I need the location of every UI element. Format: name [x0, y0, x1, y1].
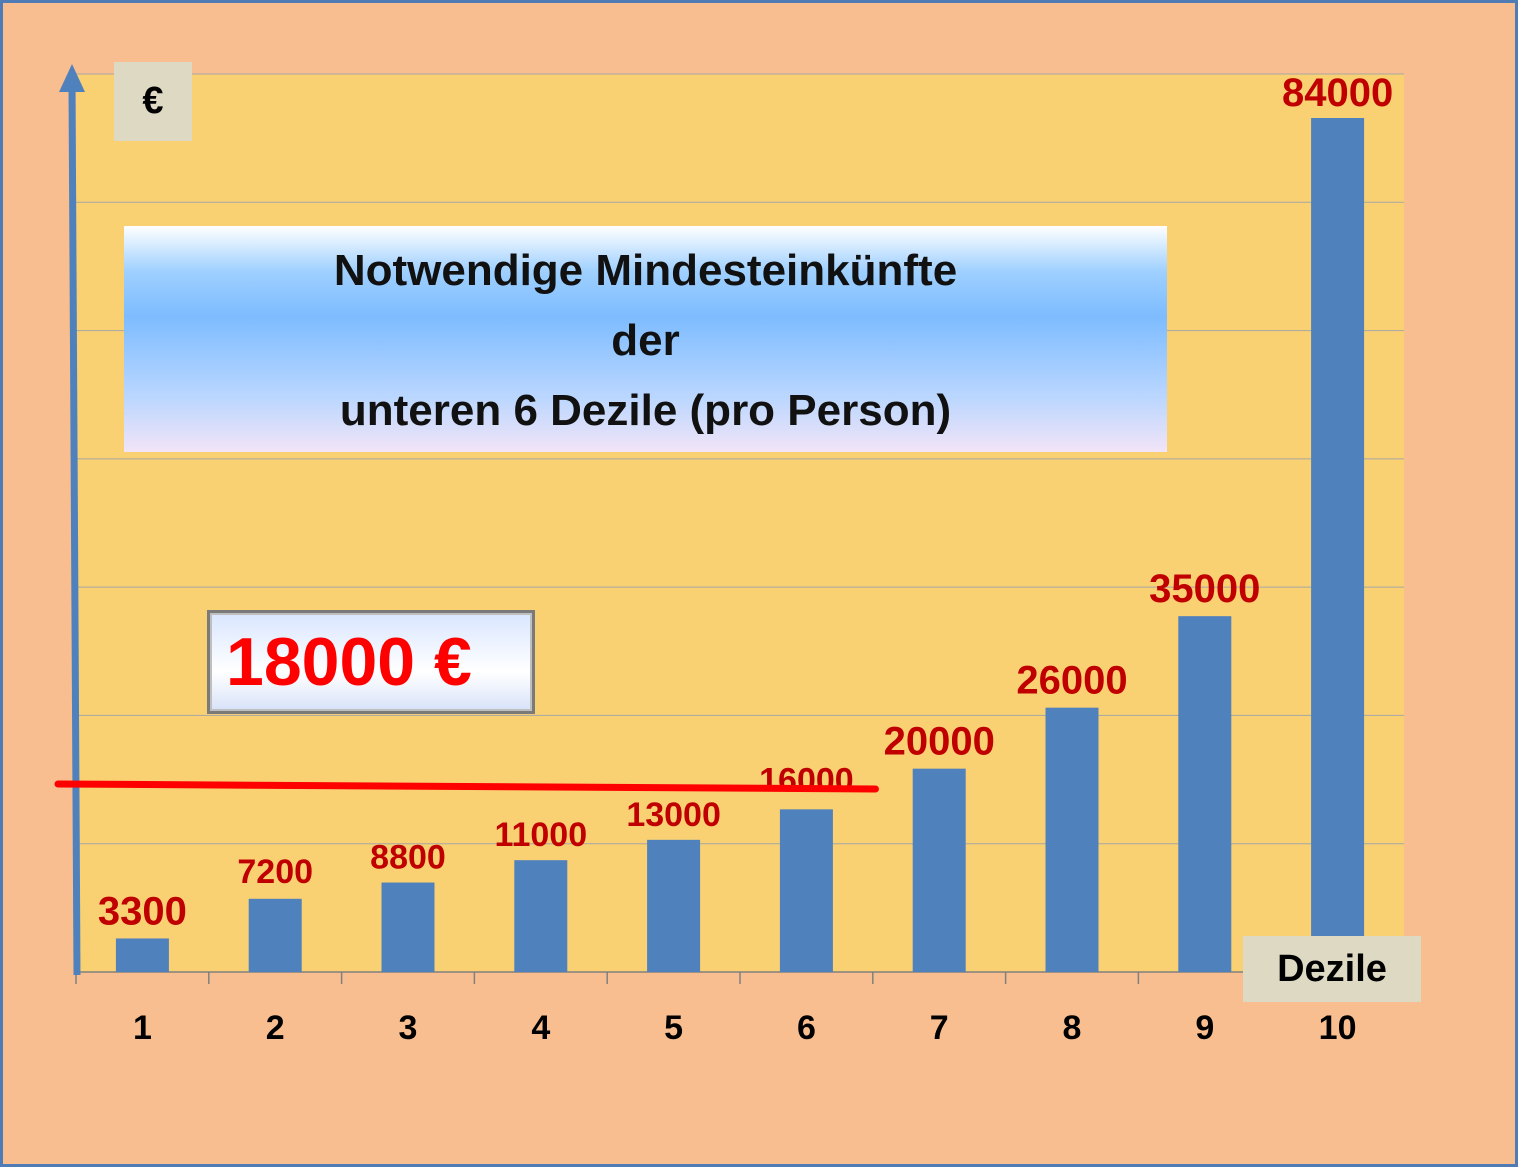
x-axis-label: Dezile: [1243, 936, 1421, 1002]
bar-1: [115, 938, 169, 972]
x-tick-label-4: 4: [531, 1009, 550, 1047]
x-tick-label-2: 2: [266, 1009, 285, 1047]
data-label-1: 3300: [98, 889, 187, 933]
threshold-label: 18000 €: [207, 610, 535, 714]
gridlines: [76, 73, 1404, 845]
data-label-4: 11000: [494, 816, 587, 854]
x-tick-label-3: 3: [399, 1009, 418, 1047]
data-label-3: 8800: [370, 839, 446, 877]
data-label-10: 84000: [1282, 71, 1393, 115]
x-tick-label-10: 10: [1319, 1009, 1357, 1047]
data-label-5: 13000: [626, 796, 721, 834]
threshold-line: [54, 780, 879, 793]
y-axis-arrow-shaft: [68, 85, 81, 976]
data-label-8: 26000: [1016, 659, 1127, 703]
bar-10: [1311, 118, 1365, 972]
x-tick-label-5: 5: [664, 1009, 683, 1047]
y-axis-arrow-head: [59, 64, 85, 92]
x-tick-labels: 1 2 3 4 5 6 7 8 9 10: [133, 1009, 1357, 1047]
x-tick-label-1: 1: [133, 1009, 152, 1047]
data-label-2: 7200: [237, 853, 313, 891]
bar-3: [381, 882, 435, 972]
y-axis-label: €: [114, 62, 192, 141]
x-tick-label-6: 6: [797, 1009, 816, 1047]
x-axis: [75, 971, 1405, 984]
y-axis-arrow: [59, 64, 85, 976]
data-labels: 3300 7200 8800 11000 13000 16000 20000 26000 350…: [98, 71, 1393, 933]
data-label-6: 16000: [759, 761, 854, 799]
title-line-1: Notwendige Mindesteinkünfte: [333, 246, 958, 295]
x-tick-label-7: 7: [930, 1009, 949, 1047]
x-tick-label-8: 8: [1063, 1009, 1082, 1047]
x-tick-label-9: 9: [1195, 1009, 1214, 1047]
bar-2: [248, 898, 302, 972]
title-line-3: unteren 6 Dezile (pro Person): [339, 386, 952, 435]
bars: [115, 118, 1365, 972]
bar-9: [1178, 616, 1232, 972]
bar-8: [1045, 707, 1099, 972]
chart-title: Notwendige Mindesteinkünfte der unteren …: [124, 226, 1167, 452]
data-label-7: 20000: [884, 720, 995, 764]
bar-7: [912, 768, 966, 972]
data-label-9: 35000: [1149, 567, 1260, 611]
title-line-2: der: [611, 316, 680, 365]
bar-5: [647, 839, 701, 972]
bar-6: [779, 809, 833, 972]
bar-4: [514, 860, 568, 972]
